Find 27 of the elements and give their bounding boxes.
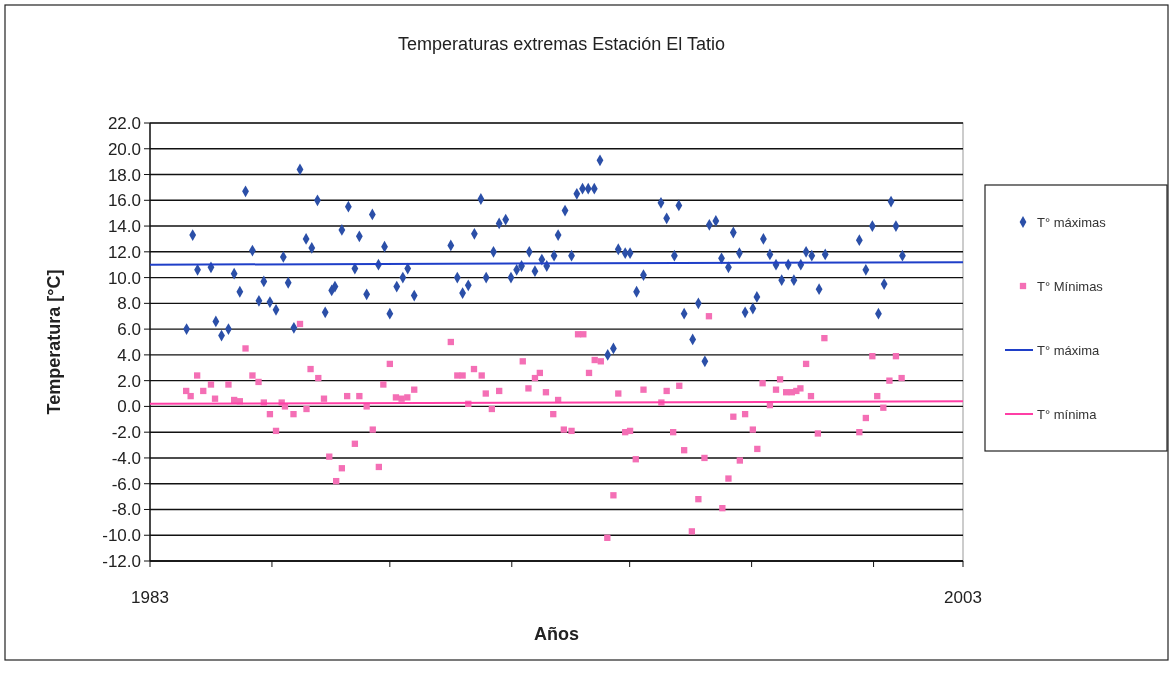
- y-tick-label: -12.0: [102, 552, 141, 571]
- y-tick-label: 20.0: [107, 139, 141, 159]
- x-axis-title: Años: [534, 624, 579, 644]
- y-tick-label: 2.0: [117, 371, 141, 391]
- y-tick-label: -6.0: [111, 474, 141, 494]
- y-tick-label: 10.0: [107, 268, 141, 288]
- y-axis-title: Temperatura [°C]: [44, 269, 64, 415]
- legend-label: T° Mínimas: [1037, 279, 1104, 294]
- y-tick-label: 4.0: [117, 345, 141, 365]
- y-tick-label: 18.0: [107, 165, 141, 185]
- chart-title: Temperaturas extremas Estación El Tatio: [398, 34, 725, 54]
- y-tick-label: 22.0: [107, 114, 141, 133]
- legend-label: T° máximas: [1037, 215, 1107, 230]
- y-tick-label: -8.0: [111, 500, 141, 520]
- y-tick-label: 6.0: [117, 320, 141, 340]
- y-tick-label: -10.0: [102, 526, 141, 546]
- y-tick-label: 0.0: [117, 397, 141, 417]
- legend-label: T° máxima: [1037, 343, 1101, 358]
- y-tick-label: 16.0: [107, 191, 141, 211]
- y-tick-label: 8.0: [117, 294, 141, 314]
- y-tick-label: 12.0: [107, 242, 141, 262]
- legend-label: T° mínima: [1037, 407, 1098, 422]
- y-tick-label: -4.0: [111, 448, 141, 468]
- y-tick-label: -2.0: [111, 423, 141, 443]
- x-tick-label: 2003: [944, 588, 982, 607]
- y-tick-label: 14.0: [107, 217, 141, 237]
- x-tick-label: 1983: [131, 588, 169, 607]
